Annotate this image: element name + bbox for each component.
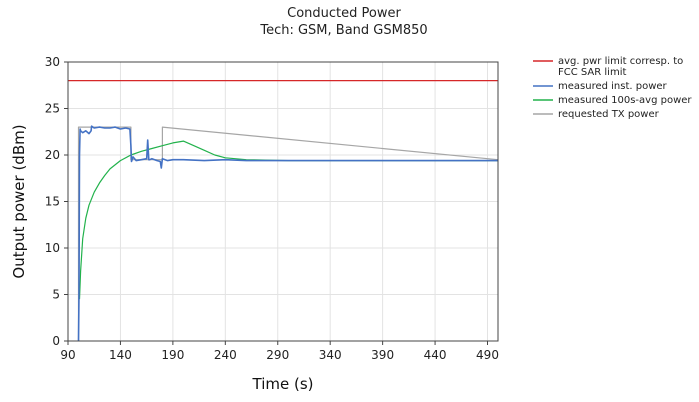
x-tick-label: 240: [214, 348, 237, 362]
axis-ticks: 90 140 190 240 290 340 390 440 490 0 5 10 15 20 25 30: [45, 55, 499, 362]
legend-label-avg-pwr-limit-corresp-to-fcc-sar-limit: FCC SAR limit: [558, 67, 626, 78]
y-tick-label: 5: [52, 288, 60, 302]
y-tick-label: 30: [45, 55, 60, 69]
grid-lines: [67, 61, 498, 342]
series-line-measured-inst-power: [77, 125, 498, 342]
legend-label-measured-inst-power: measured inst. power: [558, 81, 668, 92]
y-tick-label: 10: [45, 241, 60, 255]
legend-label-avg-pwr-limit-corresp-to-fcc-sar-limit: avg. pwr limit corresp. to: [558, 56, 683, 67]
chart-subtitle: Tech: GSM, Band GSM850: [259, 23, 427, 38]
legend-label-measured-100s-avg-power: measured 100s-avg power: [558, 95, 692, 106]
x-tick-label: 290: [266, 348, 289, 362]
x-tick-label: 490: [476, 348, 499, 362]
x-tick-label: 190: [161, 348, 184, 362]
y-tick-label: 20: [45, 148, 60, 162]
y-axis-label: Output power (dBm): [10, 124, 28, 278]
chart-title: Conducted Power: [287, 6, 401, 21]
series-layer: [68, 79, 499, 342]
x-tick-label: 140: [109, 348, 132, 362]
x-axis-label: Time (s): [252, 375, 314, 393]
x-tick-label: 440: [424, 348, 447, 362]
x-tick-label: 90: [60, 348, 75, 362]
x-tick-label: 390: [371, 348, 394, 362]
y-tick-label: 0: [52, 334, 60, 348]
x-tick-label: 340: [319, 348, 342, 362]
legend-label-requested-tx-power: requested TX power: [558, 109, 660, 120]
y-tick-label: 25: [45, 102, 60, 116]
y-tick-label: 15: [45, 195, 60, 209]
